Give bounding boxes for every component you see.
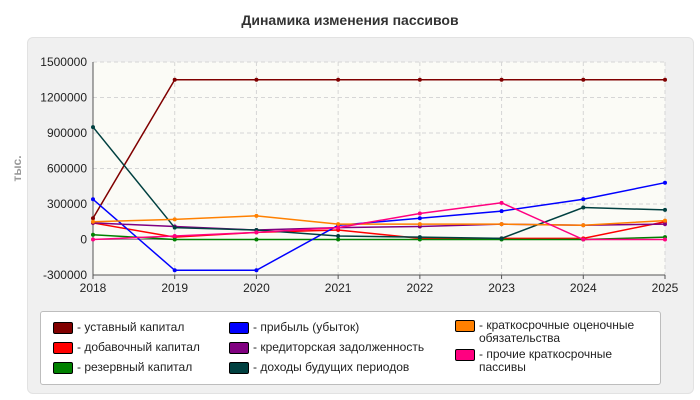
series-line bbox=[92, 221, 666, 240]
data-point bbox=[254, 230, 259, 235]
legend-item: - добавочный капитал bbox=[53, 341, 200, 354]
data-point bbox=[581, 237, 586, 242]
y-tick-label: 1200000 bbox=[40, 91, 87, 105]
series-line bbox=[92, 126, 666, 240]
x-tick-label: 2019 bbox=[161, 281, 188, 295]
data-point bbox=[91, 197, 95, 202]
series-line bbox=[92, 79, 665, 219]
x-tick-label: 2025 bbox=[652, 281, 679, 295]
legend-item: - кредиторская задолженность bbox=[229, 341, 424, 354]
legend-item: - доходы будущих периодов bbox=[229, 361, 409, 374]
data-point bbox=[91, 125, 95, 130]
series-line bbox=[92, 234, 666, 241]
chart-legend: - уставный капитал - добавочный капитал - … bbox=[40, 311, 661, 385]
data-point bbox=[663, 218, 667, 223]
data-point bbox=[172, 225, 177, 230]
data-point bbox=[91, 219, 95, 224]
legend-swatch bbox=[455, 320, 475, 332]
data-point bbox=[663, 222, 667, 227]
x-tick-label: 2018 bbox=[80, 281, 107, 295]
x-tick-label: 2020 bbox=[243, 281, 270, 295]
data-point bbox=[254, 213, 259, 218]
series-line bbox=[92, 215, 666, 227]
legend-label: - прочие краткосрочные пассивы bbox=[479, 347, 613, 374]
data-point bbox=[172, 77, 177, 82]
y-tick-label: 600000 bbox=[47, 162, 87, 176]
data-point bbox=[499, 236, 504, 241]
x-tick-label: 2023 bbox=[488, 281, 515, 295]
legend-swatch bbox=[455, 349, 475, 361]
y-tick-label: -300000 bbox=[43, 268, 87, 282]
legend-item: - прибыль (убыток) bbox=[229, 321, 359, 334]
x-tick-label: 2022 bbox=[407, 281, 434, 295]
data-point bbox=[581, 205, 586, 210]
data-point bbox=[663, 180, 667, 185]
legend-swatch bbox=[229, 362, 249, 374]
legend-label: - прибыль (убыток) bbox=[253, 320, 360, 334]
chart-title: Динамика изменения пассивов bbox=[241, 12, 459, 28]
data-point bbox=[417, 77, 422, 82]
data-point bbox=[172, 237, 177, 242]
legend-item: - уставный капитал bbox=[53, 321, 184, 334]
data-point bbox=[663, 77, 667, 82]
y-tick-label: 900000 bbox=[47, 126, 87, 140]
data-point bbox=[254, 77, 259, 82]
data-point bbox=[172, 268, 177, 273]
legend-swatch bbox=[53, 362, 73, 374]
y-tick-label: 300000 bbox=[47, 197, 87, 211]
y-tick-label: 0 bbox=[80, 233, 87, 247]
legend-item: - резервный капитал bbox=[53, 361, 192, 374]
legend-item: - краткосрочные оценочные обязательства bbox=[455, 319, 654, 345]
data-point bbox=[172, 233, 177, 238]
data-point bbox=[663, 237, 667, 242]
data-point bbox=[499, 200, 504, 205]
legend-swatch bbox=[229, 342, 249, 354]
legend-label: - краткосрочные оценочные обязательства bbox=[479, 318, 635, 345]
data-point bbox=[581, 197, 586, 202]
x-tick-label: 2024 bbox=[570, 281, 597, 295]
data-point bbox=[254, 237, 259, 242]
legend-label: - кредиторская задолженность bbox=[253, 340, 425, 354]
legend-label: - доходы будущих периодов bbox=[253, 360, 410, 374]
legend-label: - добавочный капитал bbox=[77, 340, 200, 354]
legend-swatch bbox=[229, 322, 249, 334]
x-tick-label: 2021 bbox=[325, 281, 352, 295]
data-point bbox=[91, 232, 95, 237]
data-point bbox=[91, 237, 95, 242]
data-point bbox=[91, 216, 95, 221]
legend-label: - уставный капитал bbox=[77, 320, 185, 334]
series-line bbox=[92, 202, 665, 241]
y-tick-label: 1500000 bbox=[40, 55, 87, 69]
data-point bbox=[417, 211, 422, 216]
data-point bbox=[336, 233, 341, 238]
data-point bbox=[336, 77, 341, 82]
data-point bbox=[417, 216, 422, 221]
data-point bbox=[663, 207, 667, 212]
legend-label: - резервный капитал bbox=[77, 360, 193, 374]
legend-swatch bbox=[53, 322, 73, 334]
legend-swatch bbox=[53, 342, 73, 354]
series-line bbox=[92, 181, 666, 272]
data-point bbox=[336, 222, 341, 227]
data-point bbox=[254, 268, 259, 273]
data-point bbox=[499, 222, 504, 227]
data-point bbox=[172, 217, 177, 222]
data-point bbox=[417, 222, 422, 227]
data-point bbox=[581, 223, 586, 228]
legend-item: - прочие краткосрочные пассивы bbox=[455, 348, 654, 374]
data-point bbox=[336, 225, 341, 230]
data-point bbox=[417, 235, 422, 240]
y-axis-title: тыс. bbox=[10, 155, 24, 181]
data-point bbox=[581, 77, 586, 82]
data-point bbox=[499, 77, 504, 82]
data-point bbox=[499, 209, 504, 214]
data-point bbox=[336, 237, 341, 242]
